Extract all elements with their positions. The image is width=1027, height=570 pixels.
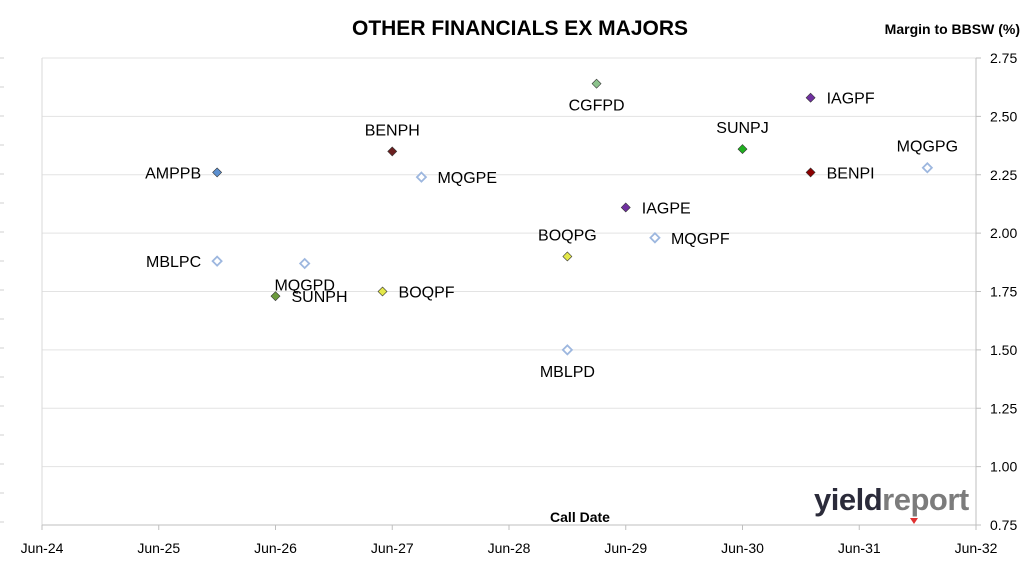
point-mblpc: [211, 255, 223, 267]
point-label-benpi: BENPI: [827, 165, 875, 182]
point-label-boqpg: BOQPG: [538, 227, 597, 244]
point-label-iagpe: IAGPE: [642, 200, 691, 217]
y-tick-labels: 0.75 1.00 1.25 1.50 1.75 2.00 2.25 2.50 2.75: [990, 50, 1017, 533]
x-tick-label: Jun-32: [955, 540, 998, 556]
point-sunph: [270, 291, 281, 302]
x-tick-label: Jun-31: [838, 540, 881, 556]
point-label-mqgpe: MQGPE: [437, 170, 497, 187]
point-cgfpd: [591, 78, 602, 89]
x-axis-title: Call Date: [550, 509, 610, 525]
x-tick-labels: Jun-24 Jun-25 Jun-26 Jun-27 Jun-28 Jun-29 Jun-…: [21, 540, 998, 556]
point-amppb: [212, 167, 223, 178]
point-label-mblpc: MBLPC: [146, 254, 201, 271]
logo-text-yield: yield: [814, 482, 882, 517]
y-tick-label: 1.00: [990, 459, 1017, 475]
y-tick-label: 2.50: [990, 108, 1017, 124]
yieldreport-logo: yieldreport: [814, 482, 969, 524]
point-label-mqgpf: MQGPF: [671, 231, 730, 248]
x-tick-label: Jun-24: [21, 540, 64, 556]
point-boqpg: [562, 251, 573, 262]
point-label-benph: BENPH: [365, 122, 420, 139]
point-label-cgfpd: CGFPD: [569, 98, 625, 115]
x-tick-label: Jun-28: [488, 540, 531, 556]
x-tick-label: Jun-25: [137, 540, 180, 556]
point-iagpf: [805, 92, 816, 103]
x-tick-label: Jun-27: [371, 540, 414, 556]
chart-title: OTHER FINANCIALS EX MAJORS: [352, 17, 688, 40]
gridlines: [42, 57, 976, 468]
point-mqgpf: [649, 232, 661, 244]
point-label-mqgpg: MQGPG: [897, 139, 958, 156]
y-tick-label: 0.75: [990, 517, 1017, 533]
y-tick-label: 2.75: [990, 50, 1017, 66]
point-label-mqgpd: MQGPD: [274, 277, 334, 294]
y-tick-label: 2.25: [990, 167, 1017, 183]
y-tick-label: 2.00: [990, 225, 1017, 241]
y-tick-label: 1.75: [990, 284, 1017, 300]
point-label-sunph: SUNPH: [292, 289, 348, 306]
point-label-iagpf: IAGPF: [827, 91, 875, 108]
svg-text:yieldreport: yieldreport: [814, 482, 969, 517]
y-tick-label: 1.50: [990, 342, 1017, 358]
y-axis-title: Margin to BBSW (%): [885, 21, 1020, 37]
y-tick-label: 1.25: [990, 400, 1017, 416]
point-boqpf: [377, 286, 388, 297]
point-mqgpg: [921, 161, 934, 174]
point-iagpe: [620, 202, 631, 213]
axes: [0, 57, 981, 530]
point-benph: [387, 146, 398, 157]
logo-accent-icon: [910, 518, 918, 524]
point-label-boqpf: BOQPF: [399, 285, 455, 302]
x-tick-label: Jun-26: [254, 540, 297, 556]
x-tick-label: Jun-30: [721, 540, 764, 556]
point-label-mblpd: MBLPD: [540, 364, 595, 381]
logo-text-report: report: [882, 482, 969, 517]
point-label-amppb: AMPPB: [145, 165, 201, 182]
point-mqgpe: [415, 171, 428, 183]
point-mblpd: [561, 344, 574, 356]
x-tick-label: Jun-29: [604, 540, 647, 556]
point-sunpj: [737, 144, 748, 154]
point-mqgpd: [298, 257, 311, 270]
point-benpi: [805, 167, 816, 178]
point-label-sunpj: SUNPJ: [716, 120, 768, 137]
